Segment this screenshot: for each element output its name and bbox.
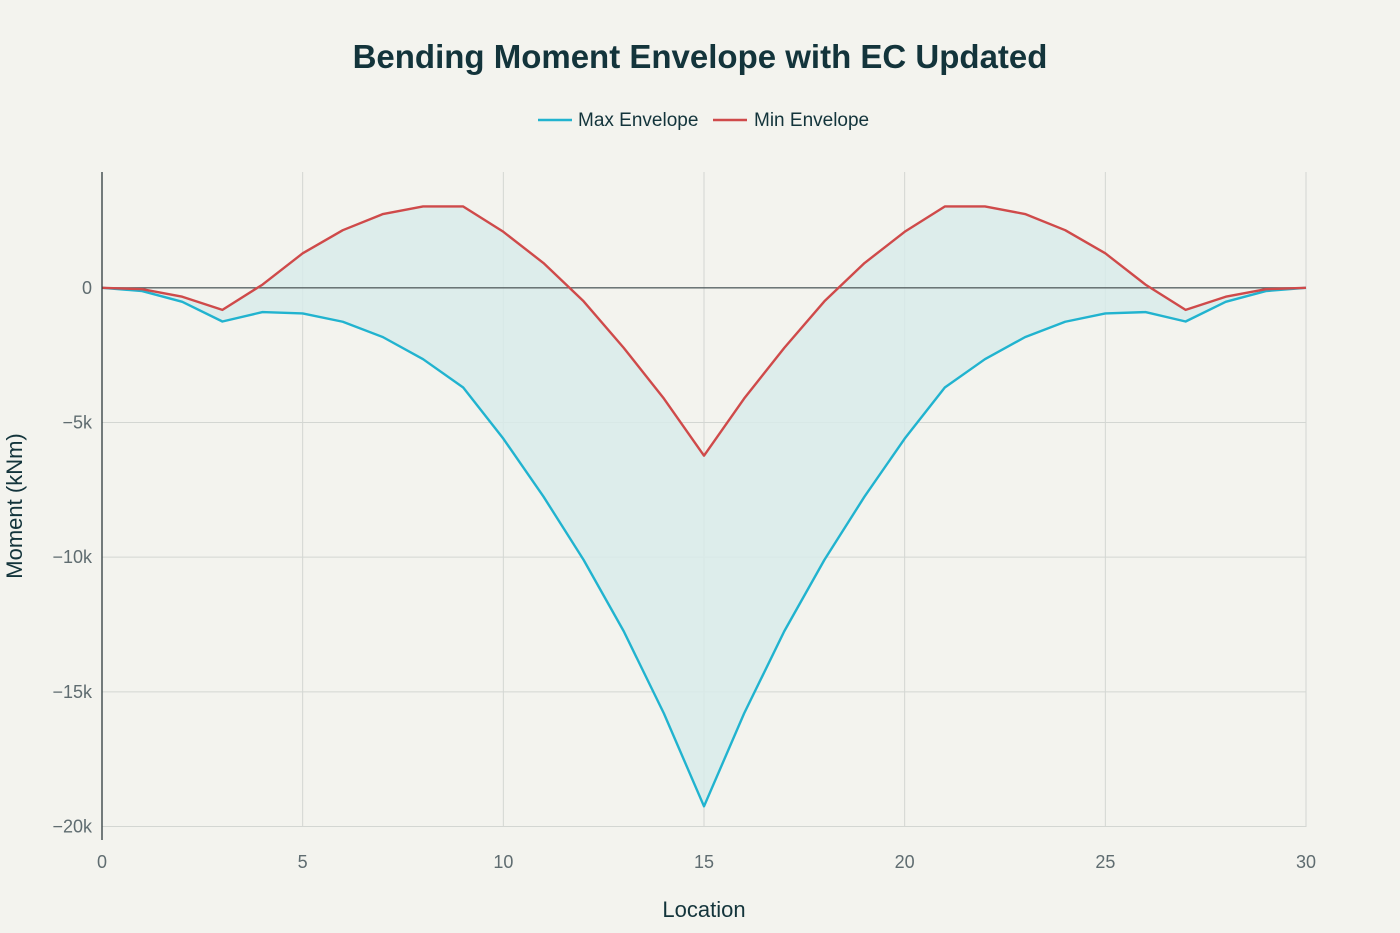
y-tick-label: 0 xyxy=(82,278,92,298)
x-tick-label: 25 xyxy=(1095,852,1115,872)
y-axis-title: Moment (kNm) xyxy=(2,433,27,578)
y-tick-label: −5k xyxy=(62,413,93,433)
legend[interactable]: Max Envelope Min Envelope xyxy=(538,110,869,131)
x-tick-label: 15 xyxy=(694,852,714,872)
y-tick-label: −15k xyxy=(52,682,93,702)
chart-title: Bending Moment Envelope with EC Updated xyxy=(353,38,1048,75)
envelope-fill-layer xyxy=(102,206,1306,807)
legend-label: Min Envelope xyxy=(754,110,869,131)
y-tick-label: −20k xyxy=(52,817,93,837)
x-tick-label: 10 xyxy=(493,852,513,872)
legend-label: Max Envelope xyxy=(578,110,698,131)
x-tick-label: 5 xyxy=(298,852,308,872)
y-tick-label: −10k xyxy=(52,547,93,567)
legend-item-max-envelope[interactable]: Max Envelope xyxy=(538,110,698,131)
x-tick-label: 20 xyxy=(895,852,915,872)
series-line-max-envelope[interactable] xyxy=(101,286,1307,808)
envelope-fill-area xyxy=(102,206,1306,807)
x-axis-title: Location xyxy=(662,897,745,922)
x-tick-label: 0 xyxy=(97,852,107,872)
legend-item-min-envelope[interactable]: Min Envelope xyxy=(713,110,869,131)
series-line-min-envelope[interactable] xyxy=(101,205,1307,457)
series-layer xyxy=(101,205,1307,808)
tick-label-layer: 0 5 10 15 20 25 30 0 −5k −10k −15k −20k xyxy=(52,278,1316,872)
x-tick-label: 30 xyxy=(1296,852,1316,872)
